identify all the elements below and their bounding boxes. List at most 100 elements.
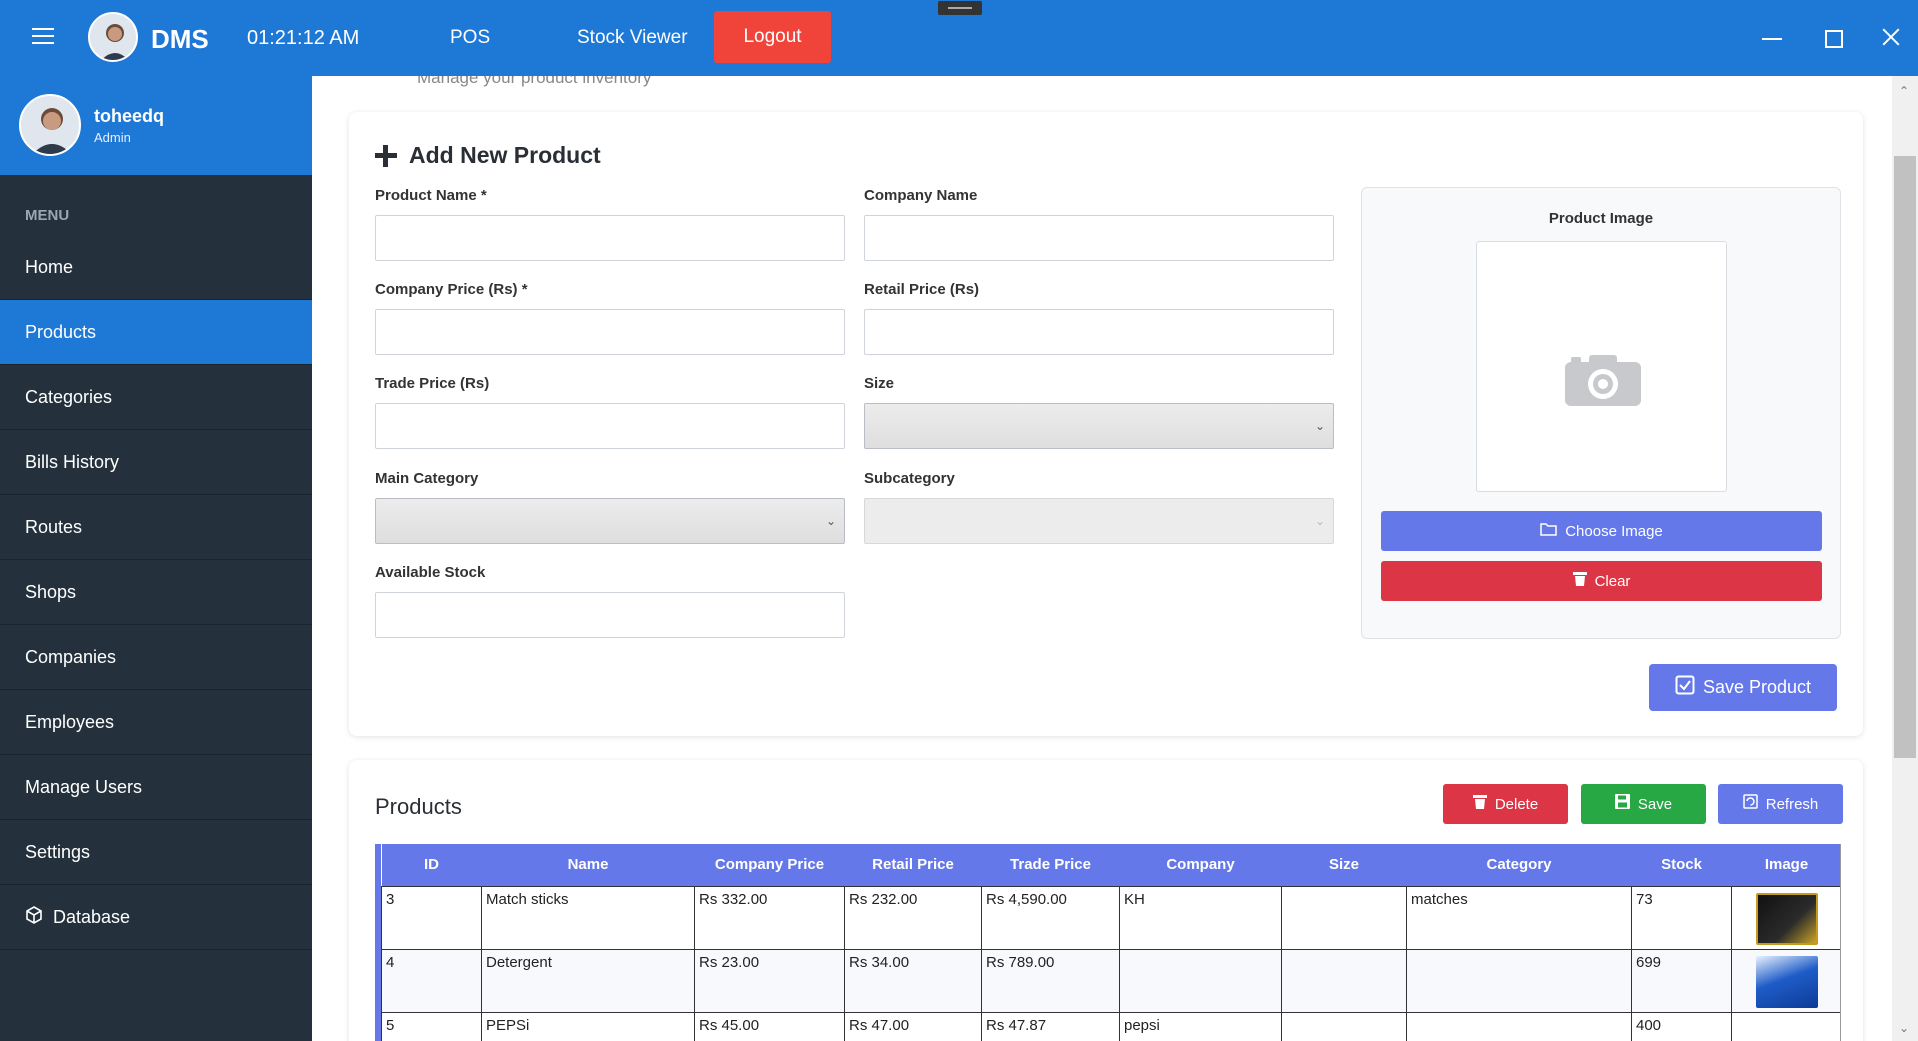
plus-icon <box>375 144 397 167</box>
table-row[interactable]: 3 Match sticks Rs 332.00 Rs 232.00 Rs 4,… <box>381 885 1840 950</box>
cell-name[interactable]: PEPSi <box>481 1011 695 1041</box>
sidebar-item-shops[interactable]: Shops <box>0 560 312 625</box>
column-header-size[interactable]: Size <box>1281 844 1407 886</box>
sidebar-item-products[interactable]: Products <box>0 300 312 365</box>
products-table: ID Name Company Price Retail Price Trade… <box>375 844 1841 1041</box>
sidebar-item-categories[interactable]: Categories <box>0 365 312 430</box>
cell-stock[interactable]: 73 <box>1631 885 1732 950</box>
table-row[interactable]: 5 PEPSi Rs 45.00 Rs 47.00 Rs 47.87 pepsi… <box>381 1011 1840 1041</box>
product-name-input[interactable] <box>375 215 845 261</box>
cell-company-price[interactable]: Rs 332.00 <box>694 885 845 950</box>
user-role: Admin <box>94 130 131 145</box>
cell-company[interactable]: pepsi <box>1119 1011 1282 1041</box>
cell-size[interactable] <box>1281 948 1407 1013</box>
cell-category[interactable] <box>1406 1011 1632 1041</box>
cell-id[interactable]: 3 <box>381 885 482 950</box>
table-row[interactable]: 4 Detergent Rs 23.00 Rs 34.00 Rs 789.00 … <box>381 948 1840 1013</box>
column-header-category[interactable]: Category <box>1406 844 1632 886</box>
nav-stock-viewer[interactable]: Stock Viewer <box>577 27 688 48</box>
cell-retail-price[interactable]: Rs 232.00 <box>844 885 982 950</box>
save-product-button[interactable]: Save Product <box>1649 664 1837 711</box>
cell-company[interactable] <box>1119 948 1282 1013</box>
cell-name[interactable]: Match sticks <box>481 885 695 950</box>
retail-price-label: Retail Price (Rs) <box>864 281 980 298</box>
nav-pos[interactable]: POS <box>450 27 491 48</box>
app-name: DMS <box>151 24 209 54</box>
sidebar-item-employees[interactable]: Employees <box>0 690 312 755</box>
subcategory-select[interactable]: ⌄ <box>864 498 1334 544</box>
available-stock-input[interactable] <box>375 592 845 638</box>
sidebar-item-home[interactable]: Home <box>0 235 312 300</box>
cell-trade-price[interactable]: Rs 4,590.00 <box>981 885 1120 950</box>
cell-name[interactable]: Detergent <box>481 948 695 1013</box>
company-name-label: Company Name <box>864 187 978 204</box>
retail-price-input[interactable] <box>864 309 1334 355</box>
cell-company-price[interactable]: Rs 23.00 <box>694 948 845 1013</box>
close-icon[interactable] <box>1879 25 1903 49</box>
sidebar-item-database[interactable]: Database <box>0 885 312 950</box>
cell-stock[interactable]: 699 <box>1631 948 1732 1013</box>
cell-trade-price[interactable]: Rs 47.87 <box>981 1011 1120 1041</box>
trade-price-input[interactable] <box>375 403 845 449</box>
delete-label: Delete <box>1494 795 1539 813</box>
sidebar-item-label: Database <box>53 906 131 927</box>
sidebar-item-bills-history[interactable]: Bills History <box>0 430 312 495</box>
cell-id[interactable]: 4 <box>381 948 482 1013</box>
cell-trade-price[interactable]: Rs 789.00 <box>981 948 1120 1013</box>
cell-category[interactable]: matches <box>1406 885 1632 950</box>
cell-size[interactable] <box>1281 885 1407 950</box>
form-title: Add New Product <box>375 142 601 169</box>
vertical-scrollbar[interactable]: ⌃ ⌄ <box>1892 76 1918 1041</box>
maximize-icon[interactable] <box>1820 25 1844 49</box>
column-header-id[interactable]: ID <box>381 844 482 886</box>
sidebar-item-companies[interactable]: Companies <box>0 625 312 690</box>
delete-button[interactable]: Delete <box>1443 784 1568 824</box>
column-header-retail-price[interactable]: Retail Price <box>844 844 982 886</box>
cell-image[interactable] <box>1731 885 1840 950</box>
column-header-stock[interactable]: Stock <box>1631 844 1732 886</box>
column-header-image[interactable]: Image <box>1731 844 1840 886</box>
refresh-label: Refresh <box>1765 795 1819 813</box>
column-header-company-price[interactable]: Company Price <box>694 844 845 886</box>
cell-category[interactable] <box>1406 948 1632 1013</box>
sidebar-item-manage-users[interactable]: Manage Users <box>0 755 312 820</box>
cell-id[interactable]: 5 <box>381 1011 482 1041</box>
logout-button[interactable]: Logout <box>714 11 831 63</box>
cell-stock[interactable]: 400 <box>1631 1011 1732 1041</box>
cell-image[interactable] <box>1731 948 1840 1013</box>
save-button[interactable]: Save <box>1581 784 1706 824</box>
column-header-company[interactable]: Company <box>1119 844 1282 886</box>
drag-handle-icon[interactable] <box>938 1 982 15</box>
cell-company-price[interactable]: Rs 45.00 <box>694 1011 845 1041</box>
product-name-label: Product Name * <box>375 187 487 204</box>
size-label: Size <box>864 375 895 392</box>
save-product-label: Save Product <box>1702 677 1812 697</box>
scroll-up-icon[interactable]: ⌃ <box>1899 84 1910 98</box>
floppy-icon <box>1614 794 1630 814</box>
page-subtitle: Manage your product inventory <box>417 76 652 87</box>
refresh-button[interactable]: Refresh <box>1718 784 1843 824</box>
column-header-trade-price[interactable]: Trade Price <box>981 844 1120 886</box>
chevron-down-icon: ⌄ <box>1314 514 1325 528</box>
cell-retail-price[interactable]: Rs 34.00 <box>844 948 982 1013</box>
choose-image-button[interactable]: Choose Image <box>1381 511 1822 551</box>
cell-retail-price[interactable]: Rs 47.00 <box>844 1011 982 1041</box>
company-name-input[interactable] <box>864 215 1334 261</box>
size-select[interactable]: ⌄ <box>864 403 1334 449</box>
sidebar-item-settings[interactable]: Settings <box>0 820 312 885</box>
hamburger-menu-icon[interactable] <box>32 28 54 46</box>
main-category-select[interactable]: ⌄ <box>375 498 845 544</box>
folder-icon <box>1540 522 1557 541</box>
subcategory-label: Subcategory <box>864 470 955 487</box>
scroll-down-icon[interactable]: ⌄ <box>1899 1021 1910 1035</box>
column-header-name[interactable]: Name <box>481 844 695 886</box>
scroll-thumb[interactable] <box>1894 156 1916 758</box>
company-price-input[interactable] <box>375 309 845 355</box>
sidebar-item-routes[interactable]: Routes <box>0 495 312 560</box>
cell-size[interactable] <box>1281 1011 1407 1041</box>
product-image-title: Product Image <box>1548 210 1654 227</box>
cell-company[interactable]: KH <box>1119 885 1282 950</box>
clear-image-button[interactable]: Clear <box>1381 561 1822 601</box>
cell-image[interactable] <box>1731 1011 1840 1041</box>
minimize-icon[interactable] <box>1760 25 1784 49</box>
